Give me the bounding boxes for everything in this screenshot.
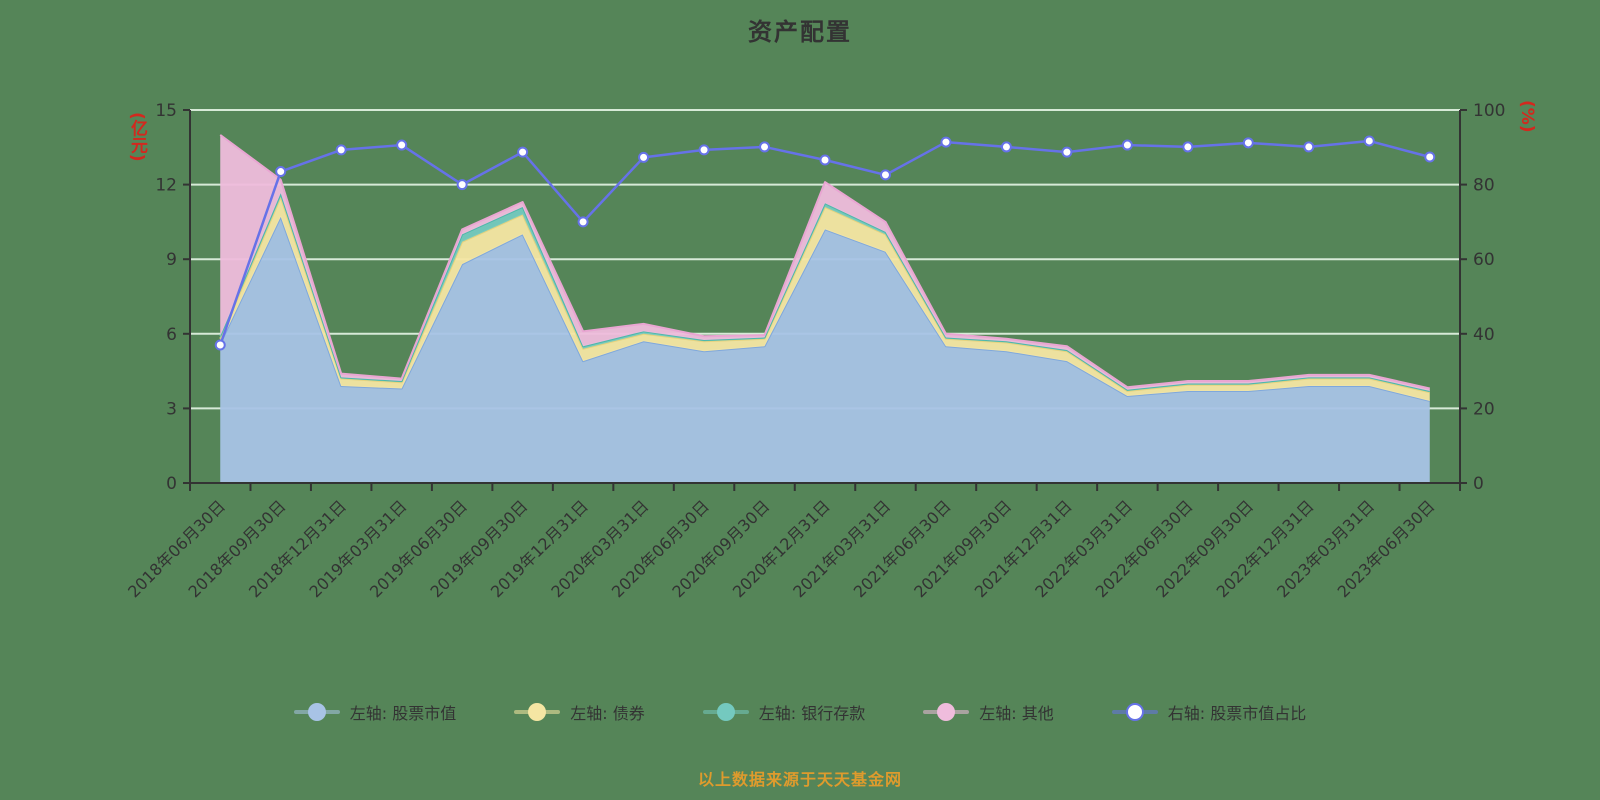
data-point-marker[interactable] (275, 166, 287, 178)
data-point-marker[interactable] (214, 339, 226, 351)
legend-marker-icon (293, 703, 340, 721)
data-point-marker[interactable] (1303, 141, 1315, 153)
data-point-marker[interactable] (335, 144, 347, 156)
data-point-marker[interactable] (879, 169, 891, 181)
data-point-marker[interactable] (698, 144, 710, 156)
data-point-marker[interactable] (638, 151, 650, 163)
legend-marker-icon (702, 703, 749, 721)
data-point-marker[interactable] (1000, 141, 1012, 153)
data-point-marker[interactable] (396, 139, 408, 151)
legend-item-stock-ratio[interactable]: 右轴: 股票市值占比 (1111, 700, 1307, 724)
left-axis-unit-label: (亿元) (127, 112, 147, 162)
legend-label: 左轴: 债券 (570, 704, 645, 723)
page-title: 资产配置 (748, 18, 852, 46)
legend-marker-icon (514, 703, 561, 721)
data-point-marker[interactable] (940, 136, 952, 148)
legend-item-bond[interactable]: 左轴: 债券 (514, 700, 645, 724)
right-axis-unit-label: (%) (1517, 100, 1537, 133)
left-axis-tick-label: 0 (166, 474, 177, 494)
data-point-marker[interactable] (759, 141, 771, 153)
legend-label: 右轴: 股票市值占比 (1167, 704, 1307, 723)
legend-label: 左轴: 其他 (979, 704, 1054, 723)
data-point-marker[interactable] (1182, 141, 1194, 153)
left-axis-tick-label: 3 (166, 399, 177, 419)
right-axis-tick-label: 80 (1473, 176, 1495, 196)
area-other (220, 134, 1430, 391)
legend-item-other[interactable]: 左轴: 其他 (923, 700, 1054, 724)
legend-marker-icon (923, 703, 970, 721)
data-point-marker[interactable] (517, 146, 529, 158)
right-axis-tick-label: 60 (1473, 250, 1495, 270)
left-axis-tick-label: 9 (166, 250, 177, 270)
left-axis-tick-label: 6 (166, 325, 177, 345)
left-axis-tick-label: 12 (155, 176, 177, 196)
right-axis-tick-label: 40 (1473, 325, 1495, 345)
data-point-marker[interactable] (819, 154, 831, 166)
data-point-marker[interactable] (1121, 139, 1133, 151)
chart-legend: 左轴: 股票市值 左轴: 债券 左轴: 银行存款 左轴: 其他 右轴: 股票市值占比 (0, 700, 1600, 724)
area-edge-other (219, 134, 1430, 390)
data-source-watermark: 以上数据来源于天天基金网 (697, 770, 902, 789)
left-axis-tick-label: 15 (155, 101, 177, 121)
legend-label: 左轴: 银行存款 (758, 704, 866, 723)
data-point-marker[interactable] (1424, 151, 1436, 163)
area-stock-value (220, 216, 1430, 483)
right-axis-tick-label: 20 (1473, 399, 1495, 419)
data-point-marker[interactable] (456, 179, 468, 191)
data-point-marker[interactable] (577, 216, 589, 228)
legend-item-stock-value[interactable]: 左轴: 股票市值 (293, 700, 457, 724)
data-point-marker[interactable] (1242, 137, 1254, 149)
data-point-marker[interactable] (1061, 146, 1073, 158)
area-bond (220, 197, 1430, 401)
legend-item-bank-deposit[interactable]: 左轴: 银行存款 (702, 700, 866, 724)
right-axis-tick-label: 0 (1473, 474, 1484, 494)
data-point-marker[interactable] (1363, 135, 1375, 147)
axis-frame (189, 110, 1461, 484)
legend-label: 左轴: 股票市值 (349, 704, 457, 723)
right-axis-tick-label: 100 (1473, 101, 1505, 121)
legend-marker-icon (1111, 703, 1158, 721)
